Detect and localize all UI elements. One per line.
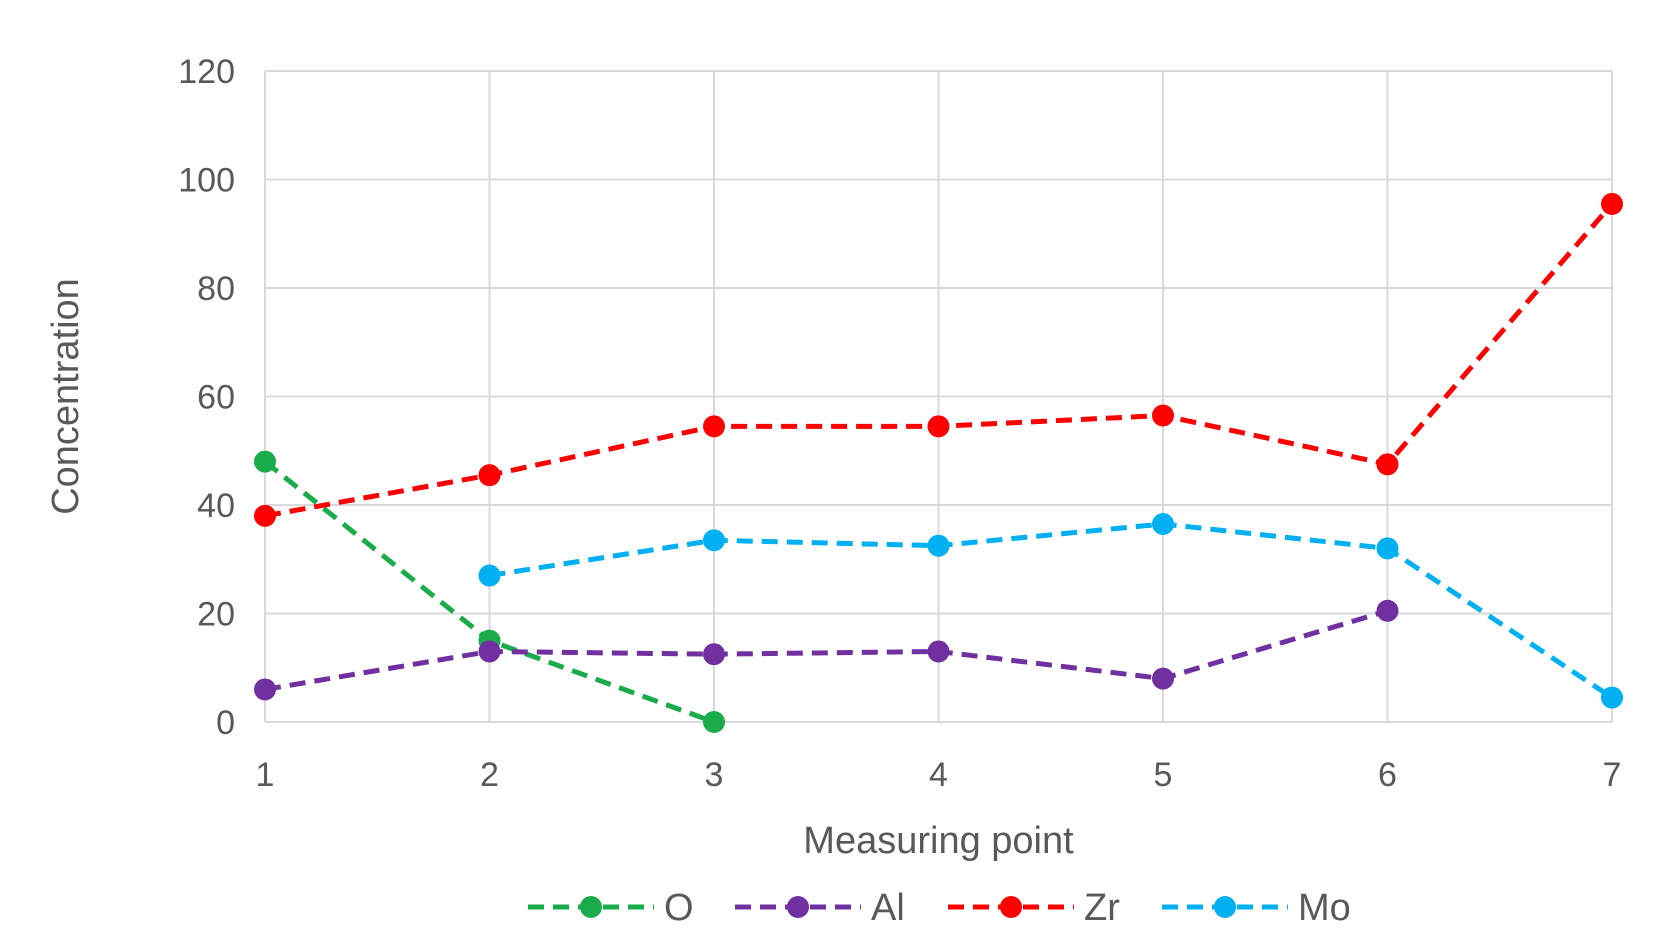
legend-marker [580,896,602,918]
x-tick-label: 7 [1603,756,1622,794]
data-point-zr [254,504,276,527]
y-tick-label: 20 [197,596,235,634]
data-point-zr [1152,404,1174,427]
data-point-zr [478,464,501,487]
y-tick-label: 120 [178,53,235,91]
x-tick-label: 5 [1154,756,1173,794]
data-point-zr [1601,192,1623,215]
x-axis-title: Measuring point [803,820,1074,862]
legend-marker [1000,896,1022,918]
legend-label: O [664,887,694,929]
data-point-zr [703,415,725,438]
y-axis-title: Concentration [45,278,87,515]
x-tick-label: 1 [256,756,275,794]
x-axis-ticks: 1 2 3 4 5 6 7 [256,756,1622,794]
x-tick-label: 2 [480,756,499,794]
data-point-mo [1152,512,1174,535]
data-point-mo [1601,686,1623,709]
legend-item-al: Al [735,887,905,929]
y-axis-ticks: 0 20 40 60 80 100 120 [178,53,235,742]
data-point-zr [1376,453,1399,476]
legend-marker [1214,896,1236,918]
x-tick-label: 6 [1378,756,1397,794]
x-tick-label: 4 [929,756,948,794]
data-point-mo [927,534,950,557]
series-al [254,599,1399,701]
legend-item-o: O [528,887,694,929]
data-point-al [478,640,501,663]
data-point-mo [703,529,725,552]
legend-item-zr: Zr [948,887,1120,929]
legend-item-mo: Mo [1162,887,1351,929]
data-point-zr [927,415,950,438]
y-tick-label: 80 [197,270,235,308]
series-line-al [264,608,1389,692]
series-lines [254,192,1623,733]
series-mo [478,512,1623,709]
data-point-mo [478,564,501,587]
y-tick-label: 0 [216,704,235,742]
data-point-mo [1376,537,1399,560]
legend-label: Al [871,887,905,929]
data-point-al [1376,599,1399,622]
x-tick-label: 3 [705,756,724,794]
data-point-o [254,450,276,473]
legend-label: Mo [1298,887,1351,929]
data-point-al [927,640,950,663]
legend-marker [787,896,809,918]
y-tick-label: 40 [197,487,235,525]
y-tick-label: 60 [197,379,235,417]
legend-label: Zr [1084,887,1120,929]
data-point-al [1152,667,1174,690]
y-tick-label: 100 [178,162,235,200]
data-point-al [254,678,276,701]
data-point-o [703,711,725,733]
data-point-al [703,643,725,666]
series-line-mo [489,521,1614,700]
series-zr [254,192,1623,527]
gridlines [264,70,1613,723]
legend: O Al Zr Mo [528,887,1351,929]
